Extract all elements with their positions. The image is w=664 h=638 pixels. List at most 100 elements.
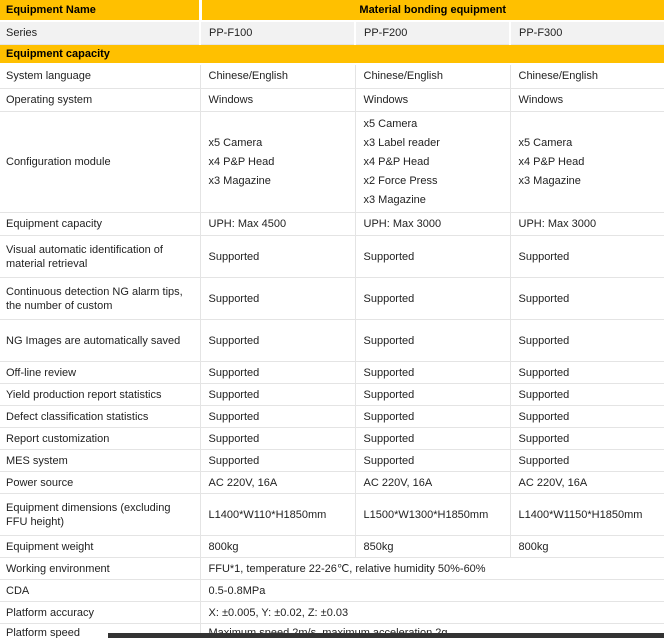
yield-statistics-f300: Supported xyxy=(510,383,664,406)
row-label-cda: CDA xyxy=(0,579,201,602)
config-module-f100: x5 Camera x4 P&P Head x3 Magazine xyxy=(200,111,356,213)
table-row: Continuous detection NG alarm tips, the … xyxy=(0,277,664,320)
operating-system-f200: Windows xyxy=(355,88,511,112)
config-line: x4 P&P Head xyxy=(518,155,585,168)
row-label-mes-system: MES system xyxy=(0,449,201,472)
table-row: System language Chinese/English Chinese/… xyxy=(0,63,664,89)
platform-accuracy-value: X: ±0.005, Y: ±0.02, Z: ±0.03 xyxy=(200,601,664,624)
series-pp-f200: PP-F200 xyxy=(355,21,511,45)
config-module-f200: x5 Camera x3 Label reader x4 P&P Head x2… xyxy=(355,111,511,213)
report-customization-f300: Supported xyxy=(510,427,664,450)
table-row: Equipment capacity UPH: Max 4500 UPH: Ma… xyxy=(0,212,664,236)
config-line: x5 Camera xyxy=(363,117,418,130)
row-label-platform-accuracy: Platform accuracy xyxy=(0,601,201,624)
uph-f200: UPH: Max 3000 xyxy=(355,212,511,236)
table-row: Yield production report statistics Suppo… xyxy=(0,383,664,406)
dimensions-f300: L1400*W1150*H1850mm xyxy=(510,493,664,536)
defect-statistics-f200: Supported xyxy=(355,405,511,428)
row-label-working-environment: Working environment xyxy=(0,557,201,580)
offline-review-f100: Supported xyxy=(200,361,356,384)
report-customization-f100: Supported xyxy=(200,427,356,450)
ng-images-f200: Supported xyxy=(355,319,511,362)
row-label-equipment-dimensions: Equipment dimensions (excluding FFU heig… xyxy=(0,493,201,536)
bottom-divider-bar xyxy=(108,633,664,638)
working-environment-value: FFU*1, temperature 22-26℃, relative humi… xyxy=(200,557,664,580)
ng-images-f100: Supported xyxy=(200,319,356,362)
ng-images-f300: Supported xyxy=(510,319,664,362)
platform-speed-value: Maximum speed 2m/s, maximum acceleration… xyxy=(200,624,664,638)
config-line: x2 Force Press xyxy=(363,174,438,187)
row-label-yield-statistics: Yield production report statistics xyxy=(0,383,201,406)
config-line: x5 Camera xyxy=(208,136,263,149)
row-label-report-customization: Report customization xyxy=(0,427,201,450)
table-row: Visual automatic identification of mater… xyxy=(0,235,664,278)
row-label-configuration-module: Configuration module xyxy=(0,111,201,213)
series-label: Series xyxy=(0,21,201,45)
report-customization-f200: Supported xyxy=(355,427,511,450)
row-label-offline-review: Off-line review xyxy=(0,361,201,384)
table-row: Report customization Supported Supported… xyxy=(0,427,664,450)
table-row: Power source AC 220V, 16A AC 220V, 16A A… xyxy=(0,471,664,494)
table-row: Equipment dimensions (excluding FFU heig… xyxy=(0,493,664,536)
mes-system-f300: Supported xyxy=(510,449,664,472)
operating-system-f100: Windows xyxy=(200,88,356,112)
config-line: x3 Magazine xyxy=(518,174,581,187)
configuration-module-row: Configuration module x5 Camera x4 P&P He… xyxy=(0,111,664,213)
system-language-f200: Chinese/English xyxy=(355,63,511,89)
table-row: CDA 0.5-0.8MPa xyxy=(0,579,664,602)
config-line: x3 Magazine xyxy=(208,174,271,187)
config-line: x3 Magazine xyxy=(363,193,426,206)
section-header-row: Equipment capacity xyxy=(0,44,664,65)
config-line: x3 Label reader xyxy=(363,136,440,149)
product-name-header: Material bonding equipment xyxy=(200,0,664,22)
defect-statistics-f300: Supported xyxy=(510,405,664,428)
weight-f300: 800kg xyxy=(510,535,664,558)
power-source-f100: AC 220V, 16A xyxy=(200,471,356,494)
row-label-equipment-capacity: Equipment capacity xyxy=(0,212,201,236)
row-label-continuous-detection: Continuous detection NG alarm tips, the … xyxy=(0,277,201,320)
equipment-name-header: Equipment Name xyxy=(0,0,202,22)
yield-statistics-f200: Supported xyxy=(355,383,511,406)
config-module-f300: x5 Camera x4 P&P Head x3 Magazine xyxy=(510,111,664,213)
continuous-detection-f200: Supported xyxy=(355,277,511,320)
series-pp-f300: PP-F300 xyxy=(510,21,664,45)
mes-system-f200: Supported xyxy=(355,449,511,472)
series-row: Series PP-F100 PP-F200 PP-F300 xyxy=(0,21,664,45)
visual-id-f300: Supported xyxy=(510,235,664,278)
table-row: MES system Supported Supported Supported xyxy=(0,449,664,472)
mes-system-f100: Supported xyxy=(200,449,356,472)
offline-review-f300: Supported xyxy=(510,361,664,384)
row-label-visual-identification: Visual automatic identification of mater… xyxy=(0,235,201,278)
row-label-power-source: Power source xyxy=(0,471,201,494)
config-line: x4 P&P Head xyxy=(208,155,275,168)
section-title: Equipment capacity xyxy=(0,44,664,65)
defect-statistics-f100: Supported xyxy=(200,405,356,428)
table-row: Off-line review Supported Supported Supp… xyxy=(0,361,664,384)
config-line: x5 Camera xyxy=(518,136,573,149)
power-source-f300: AC 220V, 16A xyxy=(510,471,664,494)
continuous-detection-f300: Supported xyxy=(510,277,664,320)
header-row: Equipment Name Material bonding equipmen… xyxy=(0,0,664,22)
table-row: Platform accuracy X: ±0.005, Y: ±0.02, Z… xyxy=(0,601,664,624)
table-row: Defect classification statistics Support… xyxy=(0,405,664,428)
row-label-ng-images: NG Images are automatically saved xyxy=(0,319,201,362)
table-row: Equipment weight 800kg 850kg 800kg xyxy=(0,535,664,558)
visual-id-f200: Supported xyxy=(355,235,511,278)
uph-f100: UPH: Max 4500 xyxy=(200,212,356,236)
yield-statistics-f100: Supported xyxy=(200,383,356,406)
dimensions-f100: L1400*W110*H1850mm xyxy=(200,493,356,536)
uph-f300: UPH: Max 3000 xyxy=(510,212,664,236)
power-source-f200: AC 220V, 16A xyxy=(355,471,511,494)
row-label-system-language: System language xyxy=(0,63,201,89)
row-label-defect-statistics: Defect classification statistics xyxy=(0,405,201,428)
row-label-operating-system: Operating system xyxy=(0,88,201,112)
table-row: NG Images are automatically saved Suppor… xyxy=(0,319,664,362)
table-row: Working environment FFU*1, temperature 2… xyxy=(0,557,664,580)
system-language-f300: Chinese/English xyxy=(510,63,664,89)
operating-system-f300: Windows xyxy=(510,88,664,112)
visual-id-f100: Supported xyxy=(200,235,356,278)
config-line: x4 P&P Head xyxy=(363,155,430,168)
series-pp-f100: PP-F100 xyxy=(200,21,356,45)
